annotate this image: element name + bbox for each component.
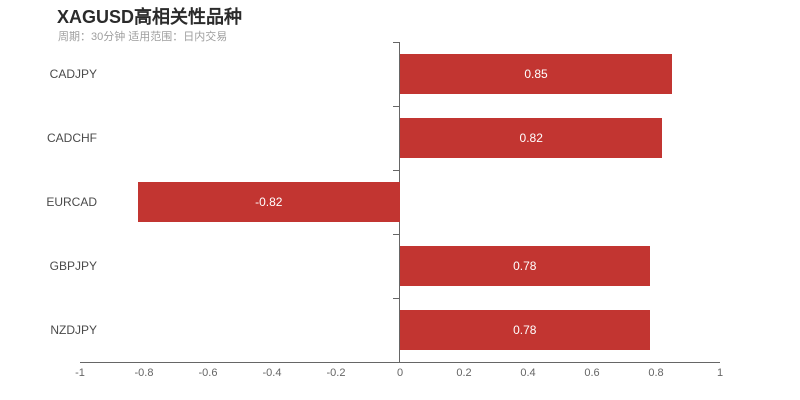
category-label-eurcad: EURCAD	[46, 195, 97, 209]
bar-value-label: 0.85	[524, 67, 548, 81]
category-axis-tick	[393, 234, 399, 235]
x-tick-label: 0.2	[456, 367, 472, 379]
x-tick-label: -0.2	[326, 367, 346, 379]
x-tick-label: -0.4	[262, 367, 282, 379]
bar-value-label: 0.78	[513, 259, 537, 273]
category-axis-tick	[393, 298, 399, 299]
x-tick-label: -0.6	[198, 367, 218, 379]
category-axis-tick	[393, 106, 399, 107]
x-tick-label: 0	[396, 367, 404, 379]
category-label-cadchf: CADCHF	[47, 131, 97, 145]
bar-cadchf[interactable]	[400, 118, 663, 158]
bar-gbpjpy[interactable]	[400, 246, 650, 286]
category-axis-tick	[393, 42, 399, 43]
x-tick-label: -1	[75, 367, 85, 379]
x-tick-label: 1	[716, 367, 724, 379]
category-label-cadjpy: CADJPY	[49, 67, 97, 81]
x-tick-label: 0.8	[648, 367, 664, 379]
chart-subtitle: 周期：30分钟 适用范围：日内交易	[58, 31, 228, 43]
bar-cadjpy[interactable]	[400, 54, 672, 94]
x-tick-label: 0.6	[584, 367, 600, 379]
bar-value-label: -0.82	[255, 195, 283, 209]
bar-eurcad[interactable]	[137, 182, 400, 222]
bar-value-label: 0.82	[519, 131, 543, 145]
bar-nzdjpy[interactable]	[400, 310, 650, 350]
chart-title: XAGUSD高相关性品种	[57, 7, 243, 27]
category-label-nzdjpy: NZDJPY	[50, 323, 97, 337]
x-axis-line	[80, 362, 720, 363]
category-label-gbpjpy: GBPJPY	[49, 259, 97, 273]
category-axis-tick	[393, 170, 399, 171]
bar-value-label: 0.78	[513, 323, 537, 337]
x-tick-label: 0.4	[520, 367, 536, 379]
x-tick-label: -0.8	[134, 367, 154, 379]
